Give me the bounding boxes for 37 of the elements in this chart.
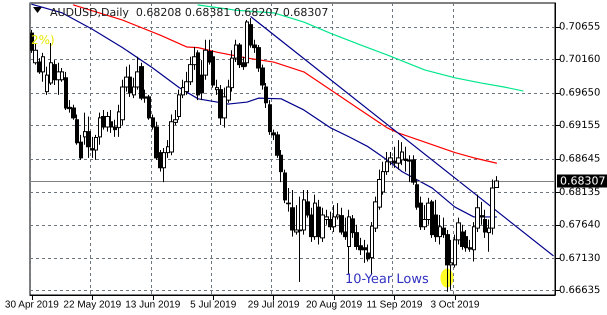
candlestick xyxy=(434,199,438,242)
x-tick-label: 22 May 2019 xyxy=(63,300,122,310)
y-tick-label: 0.70655 xyxy=(559,21,600,32)
ref-line-label: 0.68307 xyxy=(560,174,606,188)
y-tick-label: 0.67130 xyxy=(559,252,600,264)
y-tick-label: 0.68645 xyxy=(559,153,600,164)
x-tick-label: 29 Jul 2019 xyxy=(248,300,300,310)
y-tick-label: 0.67640 xyxy=(559,219,600,230)
x-tick-label: 5 Jul 2019 xyxy=(190,300,237,310)
candlestick xyxy=(169,114,174,156)
y-tick-label: 0.68135 xyxy=(559,186,600,198)
candlestick xyxy=(237,42,242,68)
candlestick xyxy=(313,194,317,240)
y-tick-label: 0.70160 xyxy=(559,54,600,65)
x-tick-label: 13 Jun 2019 xyxy=(125,300,181,310)
x-tick-label: 20 Aug 2019 xyxy=(306,300,363,310)
y-tick-label: 0.69155 xyxy=(559,120,600,131)
candlestick xyxy=(245,20,249,68)
candlestick xyxy=(56,62,61,96)
candlestick xyxy=(196,50,200,101)
candlestick xyxy=(105,111,110,132)
candlestick xyxy=(290,190,295,238)
candlestick xyxy=(86,116,91,158)
annotation: 10-Year Lows xyxy=(345,272,429,287)
x-tick-label: 30 Apr 2019 xyxy=(4,300,60,310)
y-tick-label: 0.66635 xyxy=(559,285,600,296)
candlestick xyxy=(109,109,113,134)
x-tick-label: 11 Sep 2019 xyxy=(366,300,423,310)
candlestick xyxy=(64,71,68,110)
x-tick-label: 3 Oct 2019 xyxy=(430,300,480,310)
candlestick xyxy=(430,199,434,238)
candlestick xyxy=(396,140,401,170)
y-tick-label: 0.69650 xyxy=(559,87,600,98)
candlestick xyxy=(332,204,336,233)
candlestick xyxy=(362,239,367,264)
candlestick xyxy=(128,64,132,98)
line-series xyxy=(31,4,498,218)
